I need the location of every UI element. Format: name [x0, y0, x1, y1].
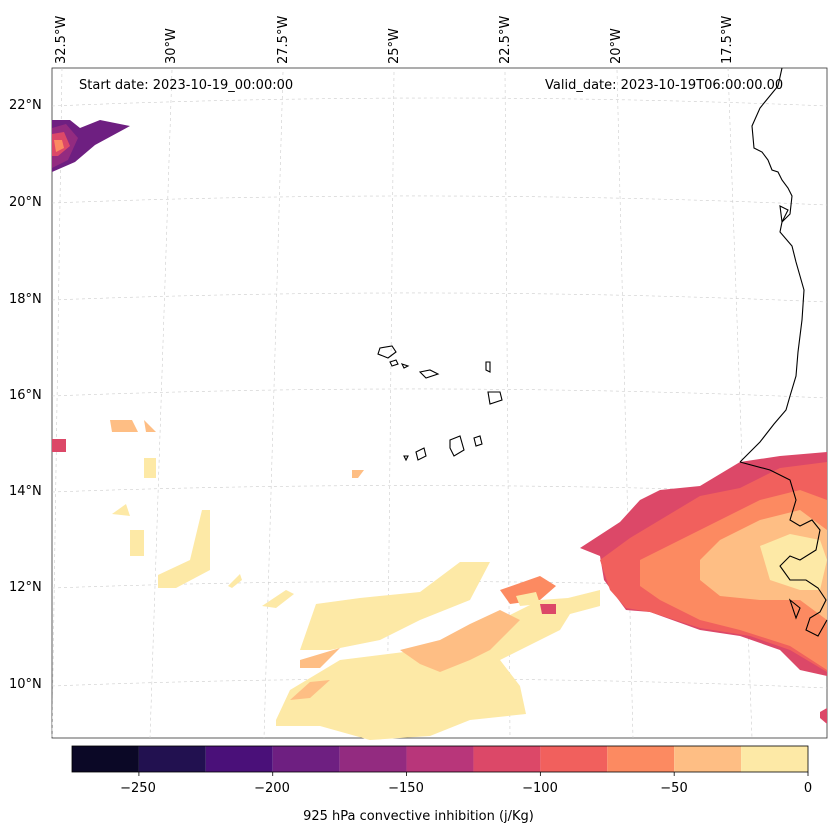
lon-label: 20°W	[609, 28, 624, 64]
map-frame	[51, 67, 828, 739]
colorbar-tick-label: −250	[120, 781, 156, 796]
lat-label: 14°N	[9, 484, 42, 499]
valid-date-label: Valid_date: 2023-10-19T06:00:00.00	[545, 78, 784, 93]
start-date-label: Start date: 2023-10-19_00:00:00	[79, 78, 294, 93]
cin-contours	[52, 120, 827, 740]
lon-label: 32.5°W	[54, 15, 69, 64]
lon-label: 25°W	[387, 28, 402, 64]
colorbar-bin	[406, 746, 474, 772]
lon-label: 22.5°W	[498, 15, 513, 64]
colorbar-bin	[540, 746, 608, 772]
lon-label: 27.5°W	[276, 15, 291, 64]
colorbar-bin	[138, 746, 206, 772]
coastlines	[377, 67, 828, 637]
colorbar-tick-label: 0	[803, 781, 813, 796]
colorbar-tick-label: −200	[254, 781, 290, 796]
lon-label: 30°W	[164, 28, 179, 64]
colorbar-bin	[205, 746, 273, 772]
lat-label: 20°N	[9, 195, 42, 210]
colorbar-tick-label: −100	[522, 781, 558, 796]
colorbar-bin	[741, 746, 808, 772]
colorbar-tick-label: −150	[388, 781, 424, 796]
colorbar-bin	[339, 746, 407, 772]
lat-label: 10°N	[9, 677, 42, 692]
colorbar-bin	[72, 746, 139, 772]
colorbar-frame	[71, 745, 809, 773]
colorbar-title: 925 hPa convective inhibition (j/Kg)	[303, 809, 534, 824]
colorbar-bin	[272, 746, 340, 772]
lat-label: 22°N	[9, 98, 42, 113]
colorbar-tick-label: −50	[660, 781, 688, 796]
africa-coastline	[739, 67, 805, 463]
colorbar-bin	[674, 746, 742, 772]
lat-label: 18°N	[9, 292, 42, 307]
colorbar	[71, 745, 809, 776]
colorbar-bin	[607, 746, 675, 772]
cin-region-central	[300, 562, 490, 650]
lon-label: 17.5°W	[720, 15, 735, 64]
lat-label: 16°N	[9, 388, 42, 403]
lat-label: 12°N	[9, 580, 42, 595]
cape-verde-islands	[377, 345, 397, 359]
colorbar-bin	[473, 746, 541, 772]
